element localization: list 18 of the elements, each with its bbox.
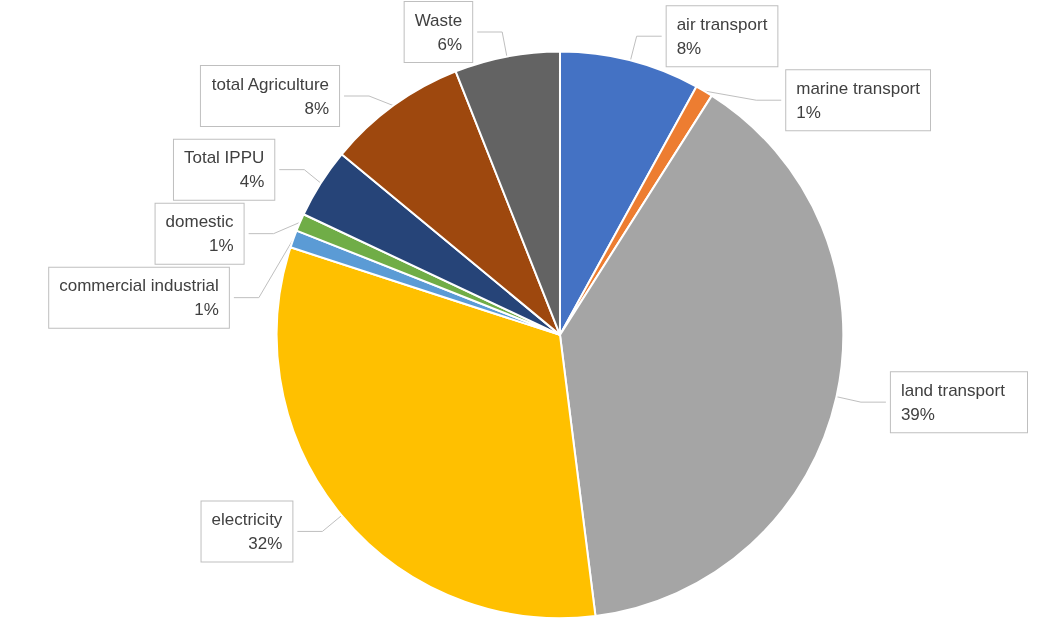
slice-label: total Agriculture	[211, 74, 330, 94]
data-label: 32%	[248, 533, 283, 553]
slice-label: Waste	[414, 10, 463, 30]
data-label: 1%	[796, 102, 821, 122]
data-label: 1%	[194, 300, 219, 320]
slice-label: commercial industrial	[59, 276, 219, 296]
data-label: 8%	[304, 98, 330, 118]
slice-label: air transport	[676, 14, 768, 34]
slice-label: domestic	[165, 212, 235, 232]
data-label: 8%	[676, 38, 702, 58]
data-label: 4%	[239, 172, 265, 192]
data-label: 1%	[209, 236, 234, 256]
data-label: 6%	[437, 34, 463, 54]
slice-label: electricity	[211, 509, 283, 529]
slice-label: marine transport	[796, 78, 921, 98]
slice-label: Total IPPU	[183, 148, 265, 168]
slice-label: land transport	[900, 380, 1006, 400]
data-label: 39%	[900, 404, 935, 424]
